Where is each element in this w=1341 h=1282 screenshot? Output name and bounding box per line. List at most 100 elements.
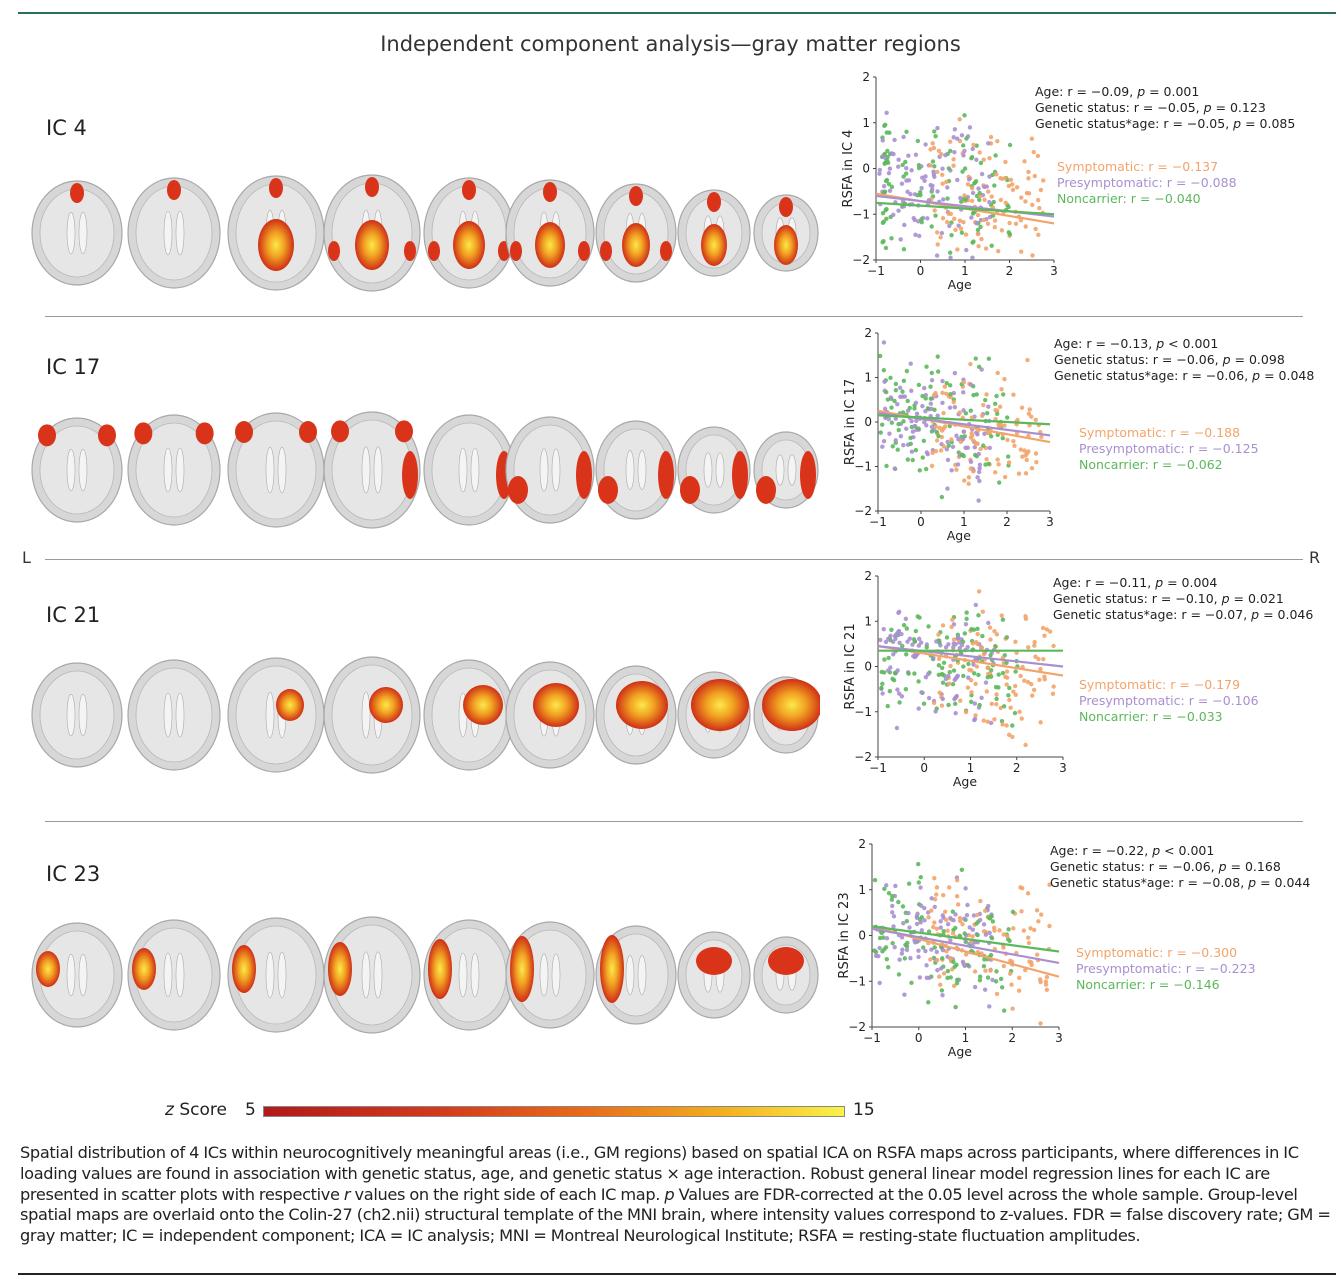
data-point	[889, 420, 895, 425]
brain-slice	[127, 919, 221, 1031]
data-point	[1001, 963, 1007, 969]
data-point	[1007, 142, 1013, 148]
brain-slice	[753, 194, 819, 272]
data-point	[1038, 979, 1043, 985]
data-point	[929, 424, 935, 430]
data-point	[896, 208, 901, 213]
data-point	[937, 690, 942, 695]
data-point	[916, 861, 921, 867]
data-point	[1040, 625, 1046, 631]
data-point	[948, 255, 953, 260]
data-point	[940, 181, 945, 186]
data-point	[992, 717, 997, 722]
data-point	[958, 195, 963, 201]
data-point	[1013, 683, 1018, 689]
data-point	[985, 665, 991, 670]
data-point	[948, 139, 953, 144]
data-point	[994, 702, 999, 707]
data-point	[972, 984, 978, 990]
data-point	[933, 709, 938, 714]
data-point	[947, 669, 952, 675]
data-point	[1025, 357, 1030, 363]
x-tick-label: 0	[917, 264, 925, 278]
data-point	[946, 885, 952, 890]
data-point	[899, 935, 905, 940]
data-point	[965, 685, 971, 690]
data-point	[923, 174, 928, 179]
data-point	[1011, 926, 1016, 931]
data-point	[970, 934, 975, 939]
data-point	[981, 402, 986, 408]
data-point	[998, 176, 1003, 181]
data-point	[971, 392, 976, 398]
data-point	[881, 340, 887, 345]
stat-line: Genetic status: r = −0.06, p = 0.168	[1050, 859, 1281, 874]
y-axis-label: RSFA in IC 21	[843, 623, 858, 709]
data-point	[873, 949, 879, 955]
data-point	[906, 910, 911, 916]
data-point	[1006, 693, 1011, 698]
data-point	[985, 221, 991, 226]
data-point	[949, 233, 954, 238]
data-point	[884, 177, 890, 183]
stat-line: Genetic status*age: r = −0.06, p = 0.048	[1054, 368, 1315, 383]
data-point	[1002, 423, 1007, 428]
data-point	[1003, 674, 1008, 680]
data-point	[896, 628, 902, 634]
data-point	[940, 696, 945, 702]
data-point	[935, 369, 941, 374]
group-legend: Symptomatic: r = −0.179 Presymptomatic: r…	[1079, 677, 1259, 725]
data-point	[936, 433, 941, 439]
data-point	[922, 918, 927, 923]
data-point	[976, 589, 982, 594]
brain-slice	[423, 414, 515, 526]
data-point	[908, 435, 913, 441]
data-point	[882, 886, 887, 892]
brain-slice	[505, 179, 595, 287]
ic-label: IC 4	[46, 116, 87, 140]
data-point	[1011, 392, 1016, 397]
data-point	[969, 627, 974, 632]
data-point	[935, 354, 940, 359]
data-point	[887, 188, 893, 193]
data-point	[957, 645, 962, 651]
data-point	[880, 681, 885, 687]
brain-slice	[753, 676, 820, 754]
data-point	[893, 387, 899, 393]
data-point	[976, 613, 981, 618]
data-point	[877, 167, 883, 173]
data-point	[932, 174, 937, 180]
data-point	[991, 925, 997, 930]
data-point	[1002, 474, 1008, 480]
stat-line: Age: r = −0.11, p = 0.004	[1053, 575, 1218, 590]
data-point	[944, 380, 949, 386]
data-point	[1036, 656, 1041, 662]
data-point	[958, 226, 964, 231]
data-point	[1012, 443, 1017, 448]
brain-slice	[423, 659, 515, 771]
data-point	[1033, 654, 1038, 659]
colorbar-min: 5	[245, 1100, 256, 1120]
brain-slice	[423, 177, 515, 289]
data-point	[906, 153, 911, 158]
data-point	[1032, 173, 1037, 179]
data-point	[963, 197, 969, 202]
data-point	[1019, 716, 1024, 721]
data-point	[899, 951, 905, 956]
regression-stats: Age: r = −0.11, p = 0.004 Genetic status:…	[1053, 575, 1313, 623]
data-point	[929, 908, 934, 913]
data-point	[1034, 908, 1040, 913]
legend-symptomatic: Symptomatic: r = −0.188	[1079, 425, 1241, 440]
brain-slice	[505, 661, 595, 769]
data-point	[953, 642, 958, 647]
data-point	[952, 370, 958, 376]
data-point	[1024, 457, 1029, 463]
data-point	[1006, 927, 1011, 932]
data-point	[903, 171, 909, 176]
data-point	[978, 446, 983, 452]
data-point	[892, 137, 897, 143]
data-point	[973, 179, 979, 184]
data-point	[898, 434, 904, 439]
data-point	[884, 883, 889, 888]
